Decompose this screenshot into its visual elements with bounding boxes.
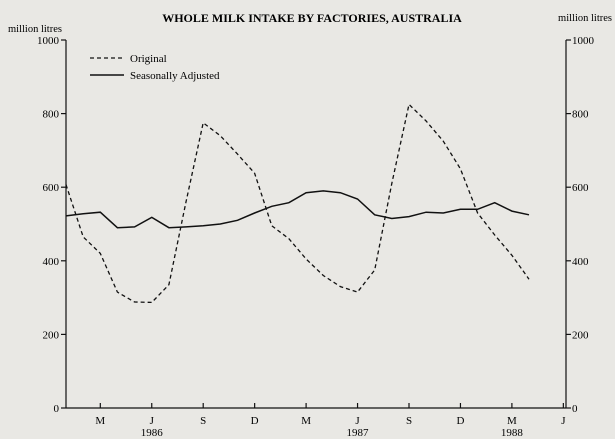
left-tick-label: 1000 (37, 35, 60, 47)
x-tick-label: J (355, 415, 360, 427)
legend-adjusted-label: Seasonally Adjusted (130, 70, 220, 82)
right-axis-unit: million litres (558, 13, 612, 24)
x-tick-label: J (561, 415, 566, 427)
legend-original-label: Original (130, 53, 167, 65)
x-tick-label: M (507, 415, 517, 427)
x-tick-label: D (251, 415, 259, 427)
x-tick-label: J (150, 415, 155, 427)
right-tick-label: 1000 (572, 35, 595, 47)
x-tick-label: S (200, 415, 206, 427)
left-axis-unit: million litres (8, 24, 62, 35)
series-lines (65, 103, 530, 304)
x-tick-label: S (406, 415, 412, 427)
right-tick-label: 600 (572, 182, 589, 194)
right-tick-label: 200 (572, 329, 589, 341)
series-original-line (65, 103, 530, 304)
left-tick-label: 800 (43, 109, 60, 121)
legend: Original Seasonally Adjusted (90, 53, 220, 82)
x-tick-label: M (301, 415, 311, 427)
chart-title: WHOLE MILK INTAKE BY FACTORIES, AUSTRALI… (162, 11, 462, 25)
left-tick-label: 400 (43, 256, 60, 268)
left-tick-label: 600 (43, 182, 60, 194)
right-tick-label: 400 (572, 256, 589, 268)
x-tick-label: M (95, 415, 105, 427)
left-tick-label: 200 (43, 329, 60, 341)
right-tick-label: 800 (572, 109, 589, 121)
year-label: 1987 (347, 427, 370, 439)
x-tick-label: D (456, 415, 464, 427)
year-label: 1988 (501, 427, 524, 439)
axes (65, 40, 567, 409)
right-axis-ticks: 0 200 400 600 800 1000 (566, 35, 595, 415)
left-tick-label: 0 (54, 403, 60, 415)
year-label: 1986 (141, 427, 164, 439)
series-adjusted-line (65, 190, 530, 229)
right-tick-label: 0 (572, 403, 578, 415)
left-axis-ticks: 0 200 400 600 800 1000 (37, 35, 66, 415)
